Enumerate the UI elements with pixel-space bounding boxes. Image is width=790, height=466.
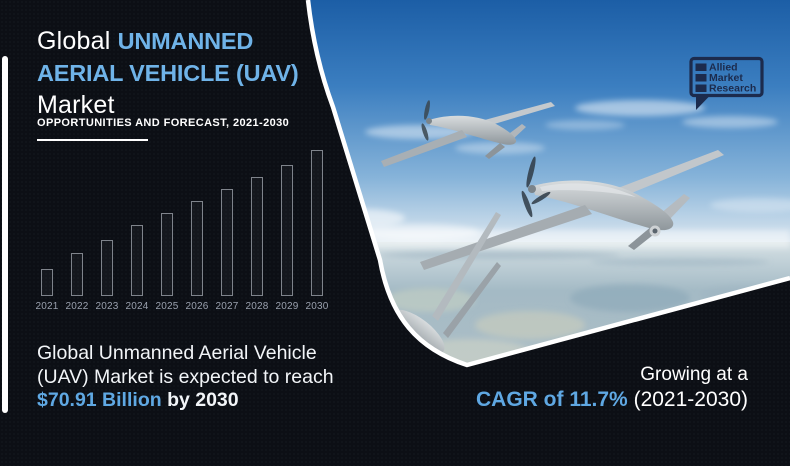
- bar-2027: [221, 189, 233, 296]
- bar-column-2021: 2021: [32, 269, 62, 312]
- logo-text-line3: Research: [709, 83, 756, 95]
- summary-line-2: (UAV) Market is expected to reach: [37, 365, 334, 388]
- bar-column-2026: 2026: [182, 201, 212, 312]
- bar-column-2029: 2029: [272, 165, 302, 312]
- bar-year-label: 2030: [305, 301, 329, 312]
- title-highlight-2: AERIAL VEHICLE (UAV): [37, 60, 299, 86]
- bar-year-label: 2023: [95, 301, 119, 312]
- bar-2028: [251, 177, 263, 296]
- bar-year-label: 2025: [155, 301, 179, 312]
- bar-2024: [131, 225, 143, 296]
- growth-stat: Growing at a CAGR of 11.7% (2021-2030): [476, 362, 748, 414]
- bar-column-2022: 2022: [62, 253, 92, 312]
- title-prefix: Global: [37, 27, 111, 55]
- clouds: [308, 100, 790, 248]
- logo-speech-tail-icon: [696, 95, 710, 110]
- bar-year-label: 2027: [215, 301, 239, 312]
- bar-column-2025: 2025: [152, 213, 182, 312]
- bar-2025: [161, 213, 173, 296]
- title-divider: [37, 139, 148, 141]
- bar-year-label: 2021: [35, 301, 59, 312]
- bar-column-2028: 2028: [242, 177, 272, 312]
- bar-column-2023: 2023: [92, 240, 122, 312]
- summary-line-1: Global Unmanned Aerial Vehicle: [37, 342, 317, 364]
- title-line-1: Global UNMANNED: [37, 27, 298, 59]
- cagr-highlight: CAGR of 11.7%: [476, 388, 628, 411]
- bar-2023: [101, 240, 113, 296]
- summary-value-suffix: by 2030: [167, 389, 239, 411]
- market-summary: Global Unmanned Aerial Vehicle (UAV) Mar…: [37, 342, 334, 413]
- left-accent-bar: [2, 56, 8, 413]
- logo-text-line1: Allied: [709, 62, 738, 74]
- growth-line-2: CAGR of 11.7% (2021-2030): [476, 387, 748, 414]
- photo-border: [305, 0, 790, 368]
- bar-year-label: 2029: [275, 301, 299, 312]
- bar-2022: [71, 253, 83, 296]
- bar-column-2030: 2030: [302, 150, 332, 312]
- bar-year-label: 2022: [65, 301, 89, 312]
- title-line-2: AERIAL VEHICLE (UAV): [37, 59, 299, 91]
- bar-chart: 2021 2022 2023 2024 2025 2026 2027 2028 2029 2030: [32, 150, 332, 312]
- bar-2021: [41, 269, 53, 296]
- summary-value-highlight: $70.91 Billion: [37, 389, 162, 411]
- title-highlight-1: UNMANNED: [117, 28, 254, 54]
- bar-2029: [281, 165, 293, 296]
- bar-year-label: 2026: [185, 301, 209, 312]
- cagr-period: (2021-2030): [633, 388, 748, 411]
- growth-line-1: Growing at a: [640, 364, 748, 385]
- bar-year-label: 2028: [245, 301, 269, 312]
- title-line-3: Market: [37, 91, 298, 123]
- amr-logo: Allied Market Research: [689, 56, 764, 110]
- bar-2026: [191, 201, 203, 296]
- bar-column-2027: 2027: [212, 189, 242, 312]
- subtitle-forecast: OPPORTUNITIES AND FORECAST, 2021-2030: [37, 117, 290, 129]
- drone-small: [381, 100, 555, 167]
- drone-large: [420, 150, 724, 270]
- bar-2030: [311, 150, 323, 296]
- page-title: Global UNMANNED AERIAL VEHICLE (UAV) Mar…: [37, 27, 299, 123]
- bar-column-2024: 2024: [122, 225, 152, 312]
- logo-text-line2: Market: [709, 72, 743, 84]
- summary-line-3: $70.91 Billion by 2030: [37, 389, 334, 413]
- bar-year-label: 2024: [125, 301, 149, 312]
- title-suffix: Market: [37, 91, 115, 119]
